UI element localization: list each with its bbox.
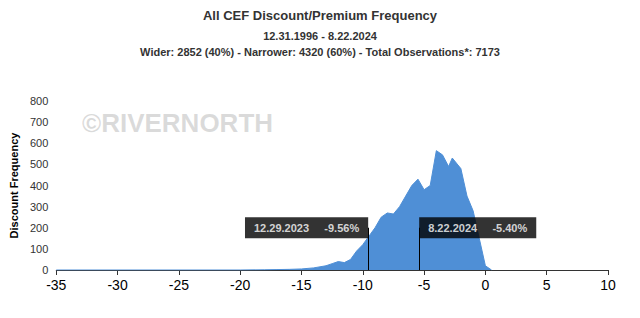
svg-text:5: 5	[543, 277, 551, 293]
svg-text:-15: -15	[291, 277, 311, 293]
svg-text:-20: -20	[230, 277, 250, 293]
svg-text:©RIVERNORTH: ©RIVERNORTH	[82, 108, 273, 138]
svg-text:-35: -35	[46, 277, 66, 293]
svg-text:0: 0	[481, 277, 489, 293]
svg-text:600: 600	[30, 137, 48, 149]
svg-text:200: 200	[30, 222, 48, 234]
svg-text:-10: -10	[353, 277, 373, 293]
svg-text:Discount Frequency: Discount Frequency	[8, 132, 20, 239]
svg-text:700: 700	[30, 116, 48, 128]
svg-text:All CEF Discount/Premium Frequ: All CEF Discount/Premium Frequency	[203, 8, 438, 23]
svg-text:-25: -25	[169, 277, 189, 293]
svg-text:500: 500	[30, 158, 48, 170]
svg-text:10: 10	[600, 277, 616, 293]
svg-text:12.29.2023 -9.56%: 12.29.2023 -9.56%	[254, 222, 359, 234]
svg-text:300: 300	[30, 201, 48, 213]
svg-text:0: 0	[42, 264, 48, 276]
svg-text:-30: -30	[107, 277, 127, 293]
svg-text:100: 100	[30, 243, 48, 255]
svg-text:800: 800	[30, 95, 48, 107]
svg-text:Wider: 2852 (40%) - Narrower:: Wider: 2852 (40%) - Narrower: 4320 (60%)…	[140, 46, 500, 58]
svg-text:400: 400	[30, 180, 48, 192]
svg-text:12.31.1996 - 8.22.2024: 12.31.1996 - 8.22.2024	[263, 30, 378, 42]
svg-text:8.22.2024 -5.40%: 8.22.2024 -5.40%	[428, 222, 527, 234]
svg-text:-5: -5	[418, 277, 431, 293]
